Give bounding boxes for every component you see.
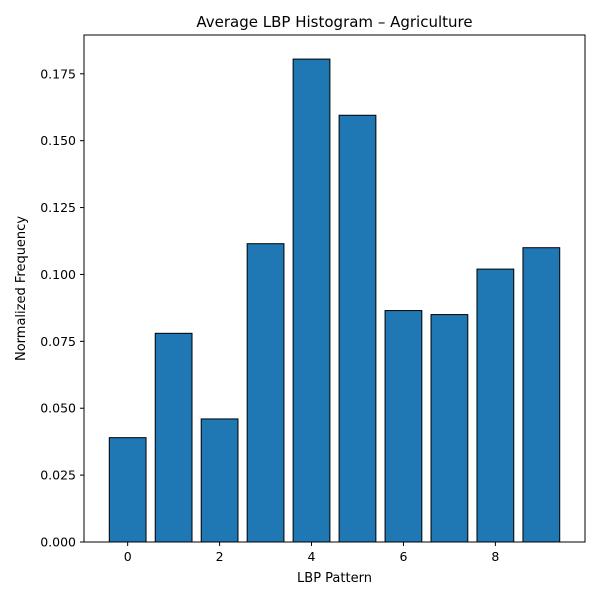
bar-9 — [522, 247, 561, 543]
bar-4 — [292, 58, 331, 543]
x-axis-label: LBP Pattern — [297, 571, 372, 586]
chart-title: Average LBP Histogram – Agriculture — [196, 13, 472, 31]
y-tick-label: 0.000 — [40, 535, 76, 550]
bar-3 — [246, 243, 285, 543]
x-tick-label: 8 — [491, 549, 499, 564]
y-tick-label: 0.100 — [40, 267, 76, 282]
x-tick-label: 6 — [399, 549, 407, 564]
y-tick-label: 0.075 — [40, 334, 76, 349]
bar-6 — [384, 310, 423, 543]
x-tick-label: 0 — [124, 549, 132, 564]
y-tick-label: 0.150 — [40, 133, 76, 148]
y-tick-label: 0.025 — [40, 468, 76, 483]
x-ticks-group: 0 2 4 6 8 — [124, 542, 499, 564]
y-ticks-group: 0.000 0.025 0.050 0.075 0.100 0.125 0.150 0.175 — [40, 66, 84, 550]
y-axis-label: Normalized Frequency — [14, 216, 29, 361]
x-tick-label: 4 — [308, 549, 316, 564]
bar-8 — [476, 268, 515, 543]
bars-group — [108, 58, 561, 543]
bar-7 — [430, 314, 469, 543]
y-tick-label: 0.050 — [40, 401, 76, 416]
bar-1 — [154, 332, 193, 543]
y-tick-label: 0.125 — [40, 200, 76, 215]
x-tick-label: 2 — [216, 549, 224, 564]
bar-0 — [108, 437, 147, 543]
plot-frame — [83, 34, 586, 543]
y-tick-label: 0.175 — [40, 66, 76, 81]
bar-2 — [200, 418, 239, 543]
bar-5 — [338, 114, 377, 543]
